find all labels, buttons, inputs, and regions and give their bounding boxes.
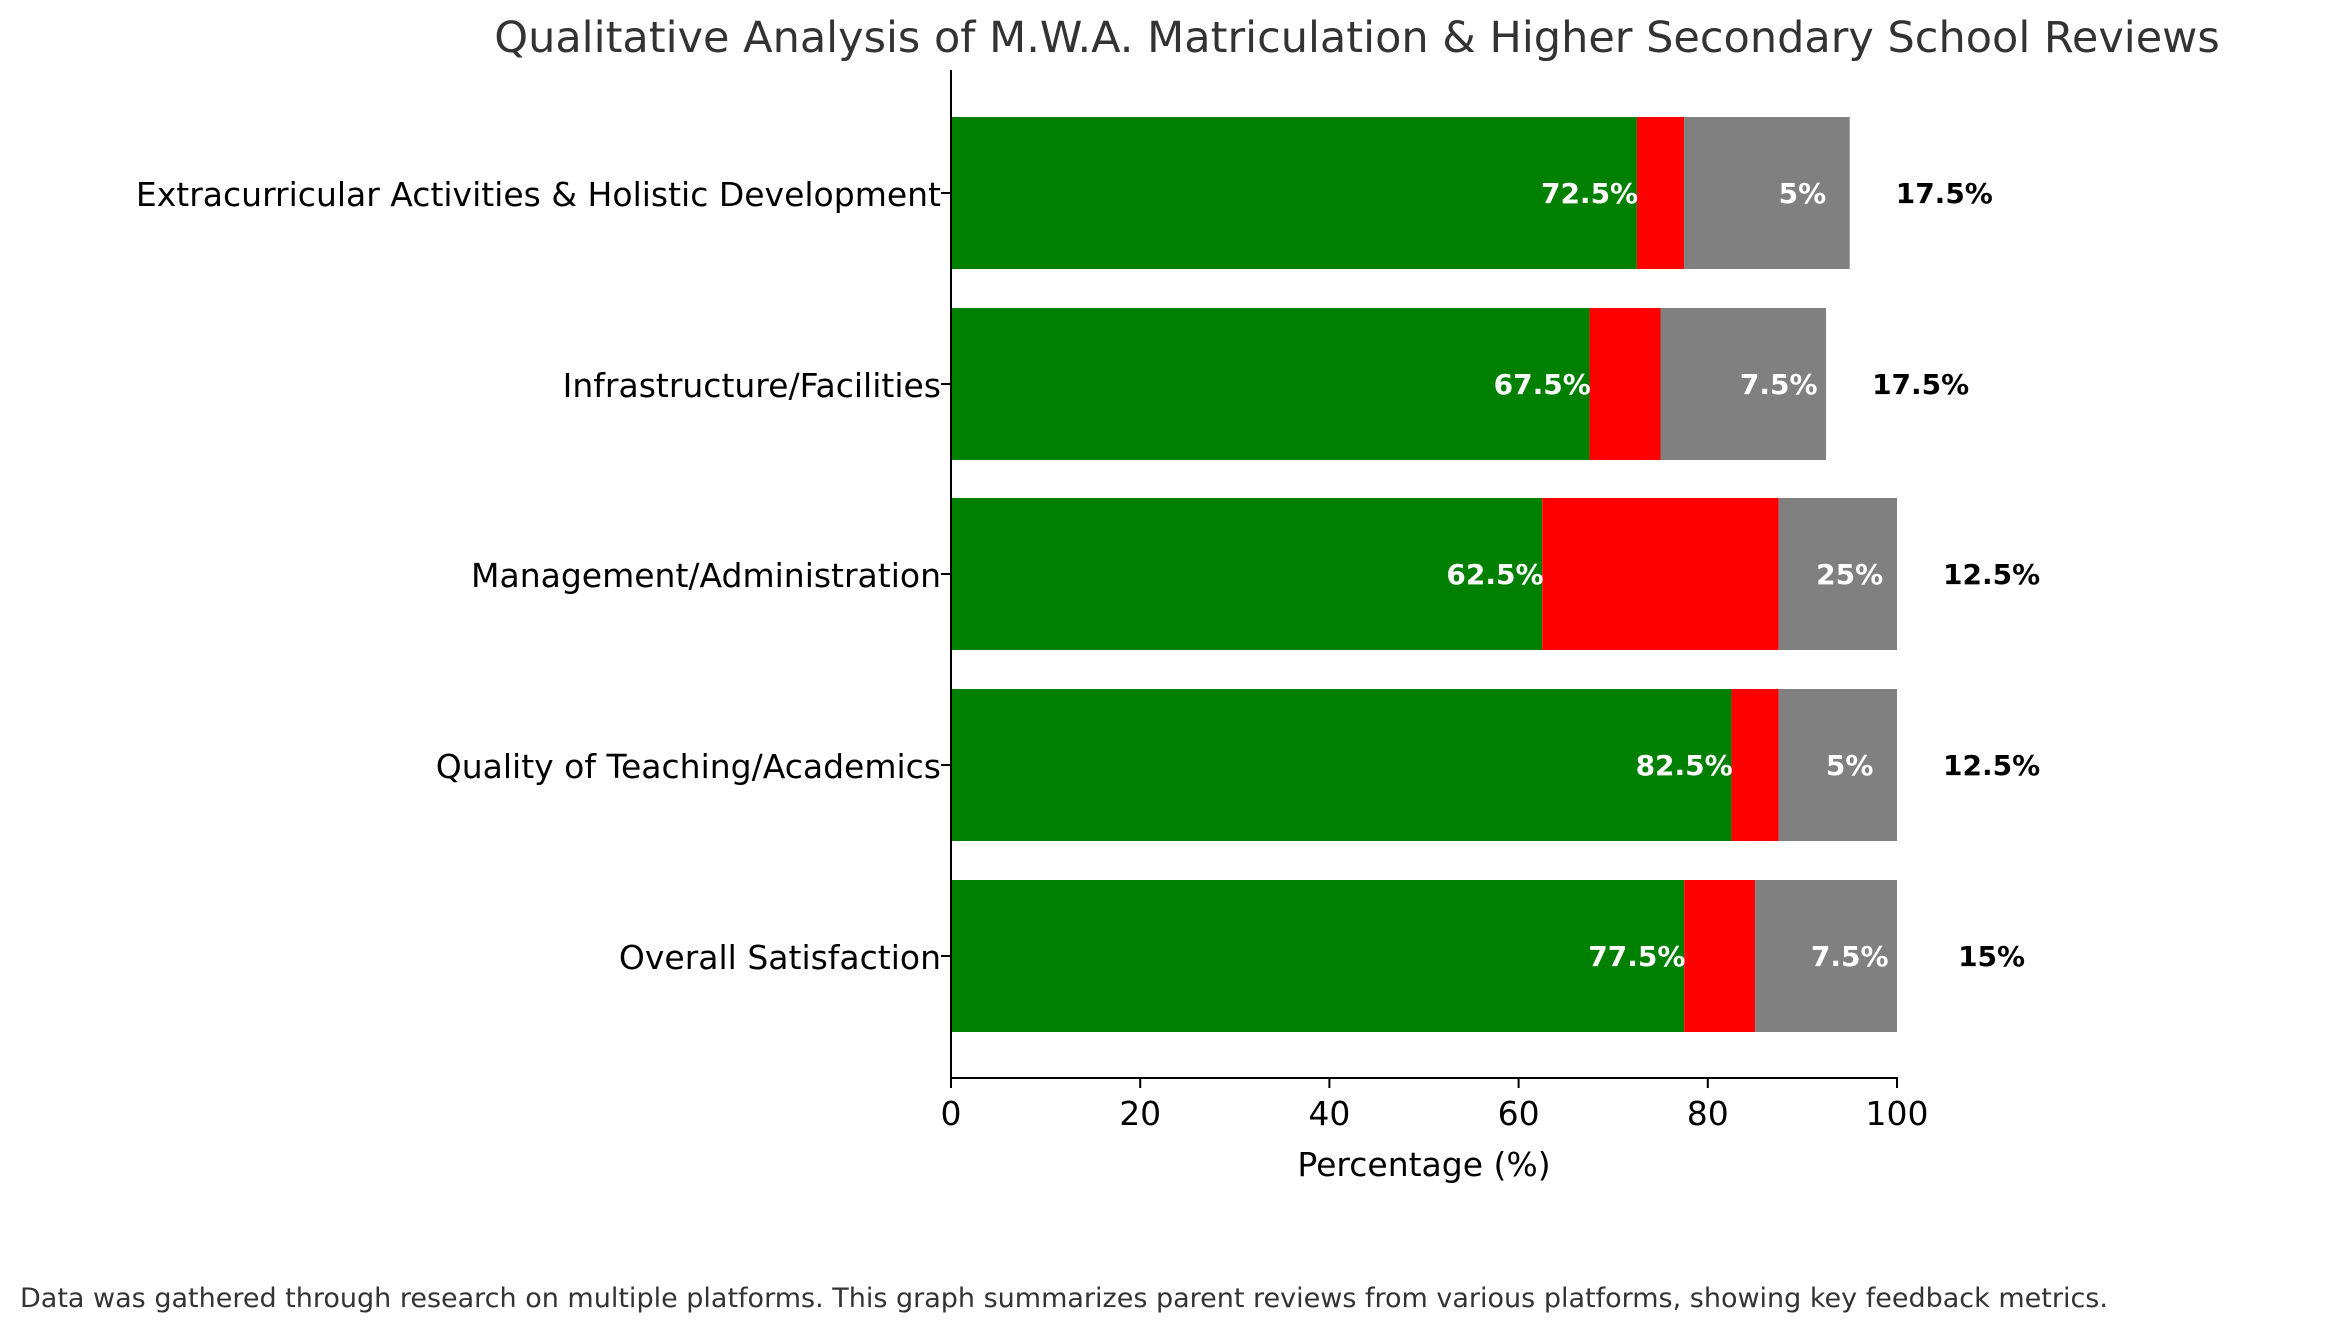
bar-segment-2-2: [1778, 498, 1897, 650]
bar-segment-2-4: [1684, 117, 1850, 269]
bar-segment-0-0: [951, 880, 1685, 1032]
bar-label-neutral: 7.5%: [1740, 368, 1818, 401]
bar-label-positive: 77.5%: [1588, 940, 1685, 973]
bar-label-positive: 62.5%: [1446, 558, 1543, 591]
bar-segment-1-2: [1542, 498, 1779, 650]
bar-label-neutral: 5%: [1779, 177, 1827, 210]
bar-segment-2-1: [1778, 689, 1897, 841]
y-tick-label: Management/Administration: [471, 556, 941, 595]
x-tick-label: 0: [941, 1094, 962, 1133]
bar-segment-2-3: [1660, 308, 1827, 460]
bar-segment-0-1: [951, 689, 1732, 841]
bar-segment-0-2: [951, 498, 1543, 650]
bar-label-positive: 72.5%: [1541, 177, 1638, 210]
bar-label-neutral: 5%: [1826, 749, 1874, 782]
bar-label-neutral: 7.5%: [1811, 940, 1889, 973]
x-tick-label: 20: [1119, 1094, 1161, 1133]
bar-segment-2-0: [1755, 880, 1897, 1032]
y-tick-label: Quality of Teaching/Academics: [436, 747, 941, 786]
y-tick-label: Overall Satisfaction: [619, 938, 941, 977]
bar-label-outer: 17.5%: [1896, 177, 1993, 210]
x-tick-label: 60: [1498, 1094, 1540, 1133]
bar-segment-0-3: [951, 308, 1590, 460]
bar-label-outer: 17.5%: [1872, 368, 1969, 401]
x-tick-label: 100: [1866, 1094, 1929, 1133]
bar-segment-1-3: [1589, 308, 1661, 460]
bar-label-outer: 12.5%: [1943, 749, 2040, 782]
bar-segment-1-0: [1684, 880, 1756, 1032]
chart-title: Qualitative Analysis of M.W.A. Matricula…: [494, 13, 2220, 63]
x-axis-label: Percentage (%): [1297, 1145, 1550, 1184]
bar-segment-1-1: [1731, 689, 1779, 841]
x-tick-label: 40: [1308, 1094, 1350, 1133]
bar-segment-0-4: [951, 117, 1637, 269]
bar-segment-1-4: [1636, 117, 1685, 269]
y-tick-label: Extracurricular Activities & Holistic De…: [136, 175, 941, 214]
x-tick-label: 80: [1687, 1094, 1729, 1133]
footnote: Data was gathered through research on mu…: [20, 1283, 2108, 1314]
bar-label-outer: 15%: [1958, 940, 2025, 973]
bar-label-positive: 82.5%: [1636, 749, 1733, 782]
y-tick-label: Infrastructure/Facilities: [563, 366, 941, 405]
bar-label-neutral: 25%: [1816, 558, 1883, 591]
bar-label-positive: 67.5%: [1494, 368, 1591, 401]
bar-label-outer: 12.5%: [1943, 558, 2040, 591]
